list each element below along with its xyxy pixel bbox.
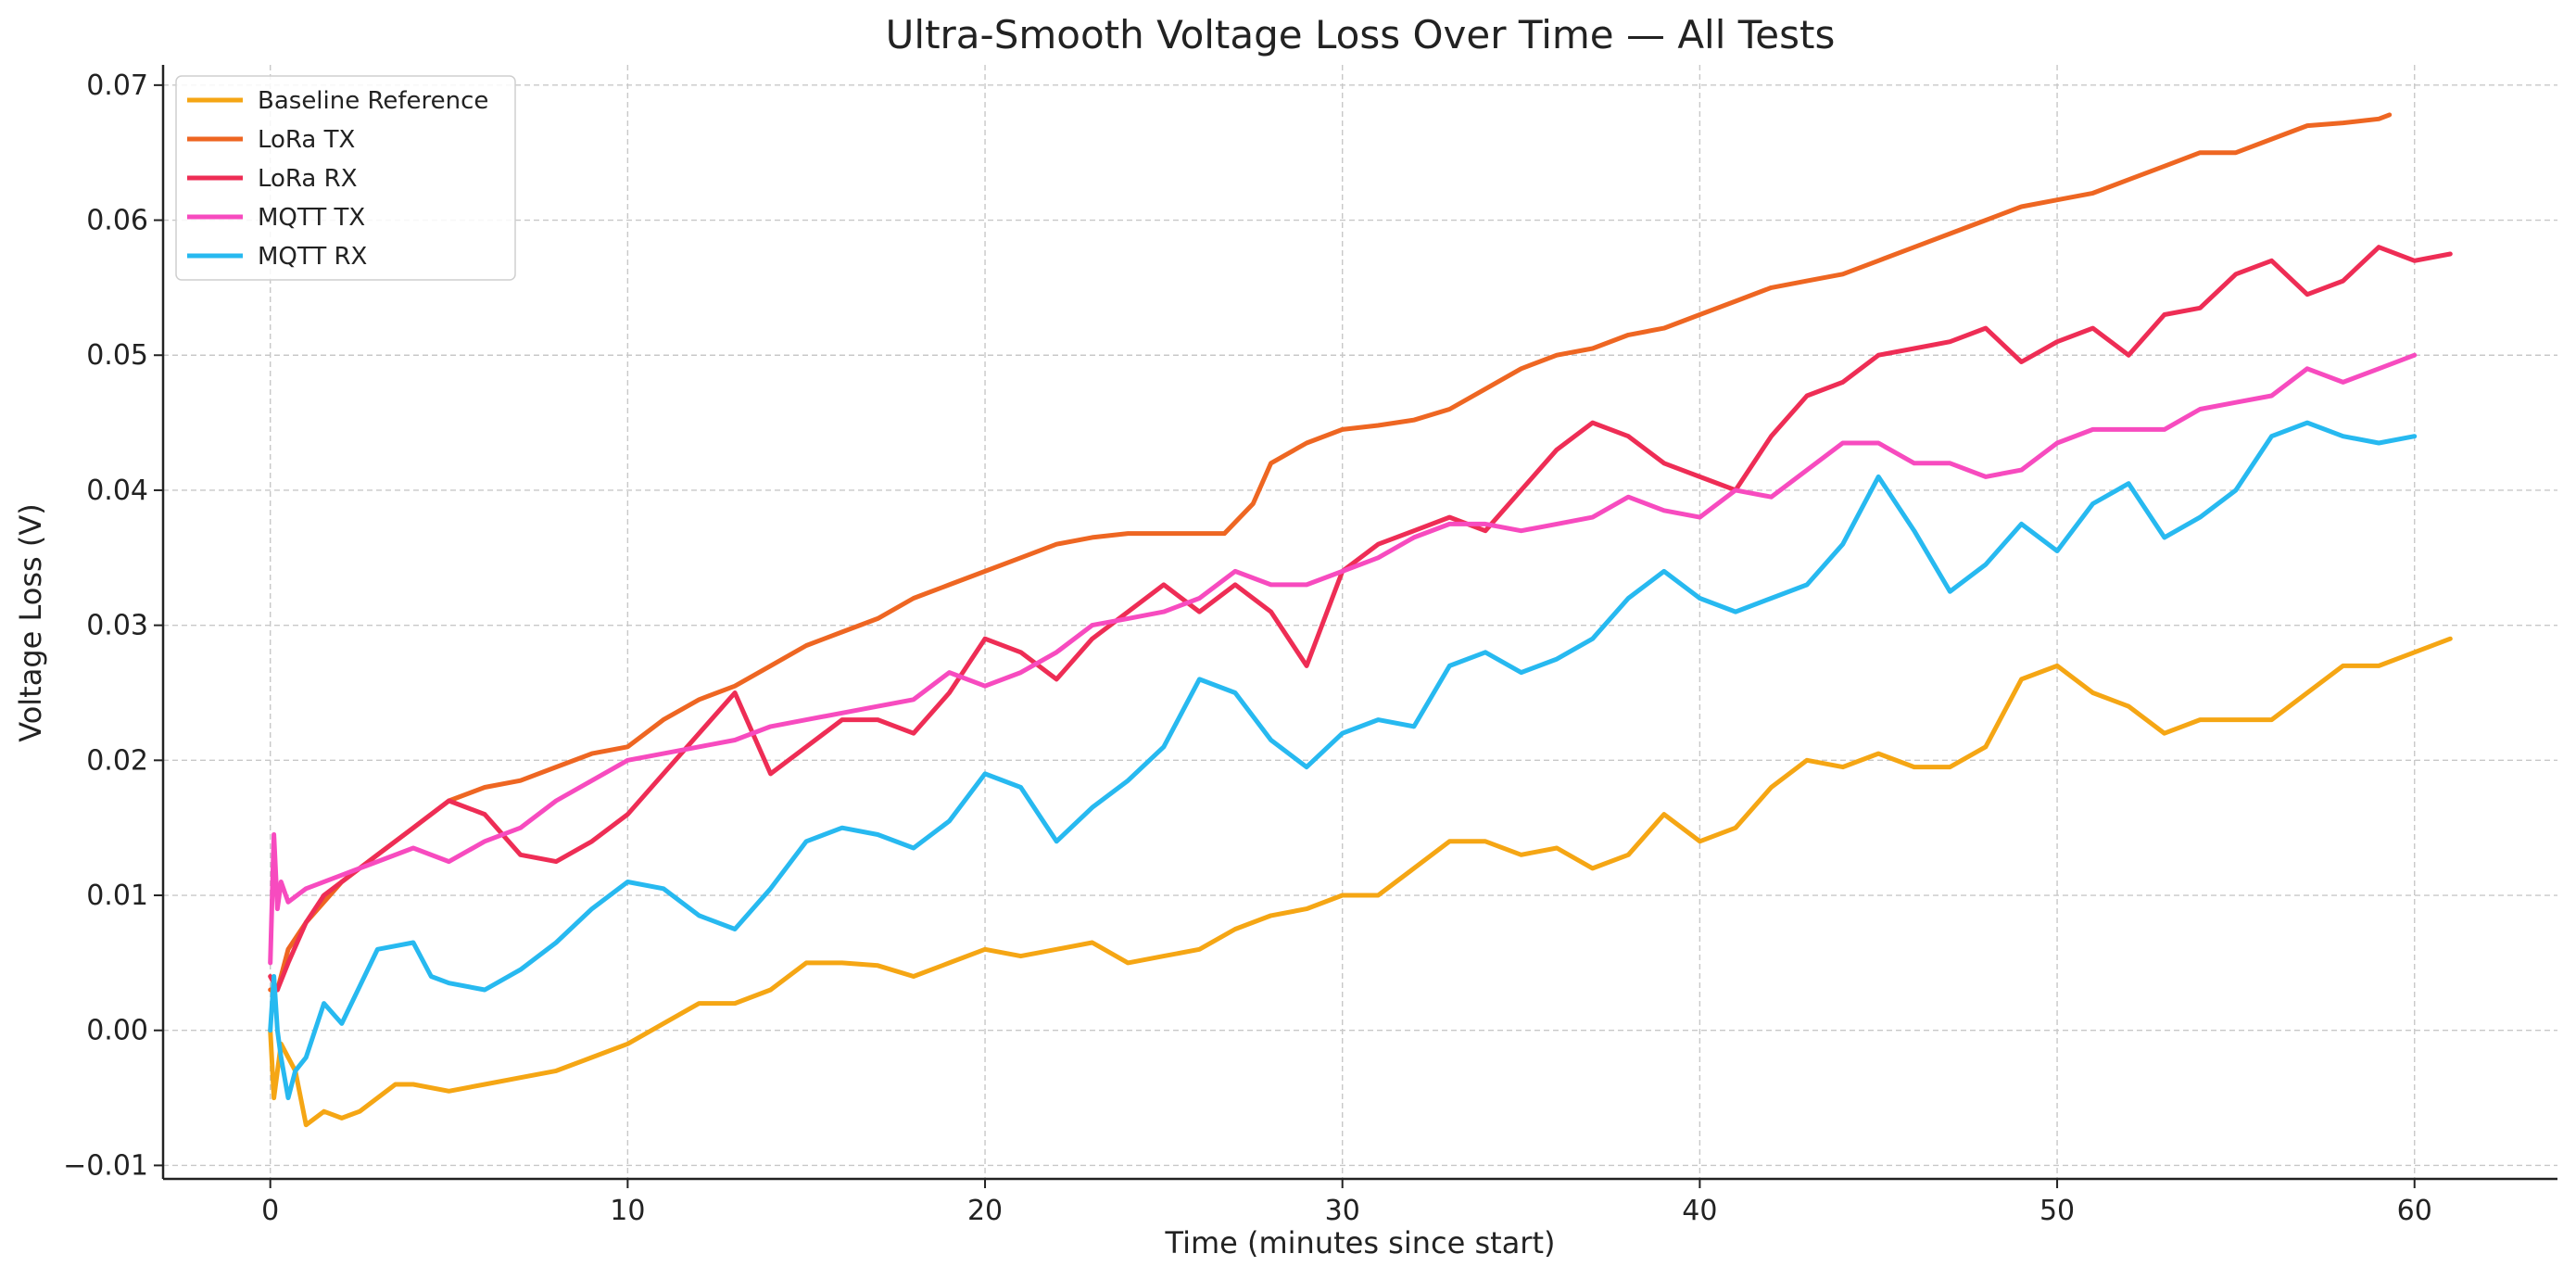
- y-tick-label: −0.01: [63, 1149, 148, 1182]
- legend-label-mqtt-rx: MQTT RX: [258, 243, 367, 271]
- y-axis-title: Voltage Loss (V): [13, 503, 48, 741]
- legend-label-baseline-reference: Baseline Reference: [258, 87, 488, 115]
- x-axis-title: Time (minutes since start): [1165, 1225, 1556, 1260]
- series-line-baseline-reference: [268, 636, 2453, 1128]
- y-tick-label: 0.07: [86, 70, 148, 102]
- legend: Baseline Reference LoRa TX LoRa RX MQTT TX M…: [175, 75, 516, 281]
- x-tick-label: 30: [1325, 1195, 1360, 1227]
- x-tick-label: 0: [261, 1195, 279, 1227]
- legend-label-lora-rx: LoRa RX: [258, 165, 358, 193]
- y-tick-label: 0.05: [86, 339, 148, 372]
- x-tick-label: 50: [2039, 1195, 2075, 1227]
- series-lines: [268, 112, 2453, 1128]
- x-tick-label: 10: [610, 1195, 645, 1227]
- legend-label-mqtt-tx: MQTT TX: [258, 204, 365, 232]
- legend-box: [175, 75, 516, 281]
- series-line-mqtt-rx: [268, 420, 2418, 1101]
- x-tick-label: 60: [2397, 1195, 2432, 1227]
- y-tick-label: 0.04: [86, 475, 148, 507]
- chart-title: Ultra-Smooth Voltage Loss Over Time — Al…: [886, 12, 1836, 57]
- x-tick-label: 20: [967, 1195, 1003, 1227]
- y-tick-label: 0.02: [86, 744, 148, 777]
- y-axis-ticks: −0.01 0.00 0.01 0.02 0.03 0.04 0.05 0.06 0.07: [63, 70, 163, 1182]
- grid-lines: [163, 65, 2557, 1179]
- series-line-lora-rx: [268, 245, 2453, 993]
- y-tick-label: 0.00: [86, 1015, 148, 1047]
- y-tick-label: 0.03: [86, 610, 148, 642]
- y-tick-label: 0.01: [86, 880, 148, 912]
- legend-label-lora-tx: LoRa TX: [258, 126, 355, 154]
- series-line-lora-tx: [268, 112, 2393, 993]
- series-line-mqtt-tx: [268, 352, 2418, 966]
- x-axis-ticks: 0 10 20 30 40 50 60: [261, 1179, 2432, 1227]
- y-tick-label: 0.06: [86, 205, 148, 237]
- x-tick-label: 40: [1682, 1195, 1717, 1227]
